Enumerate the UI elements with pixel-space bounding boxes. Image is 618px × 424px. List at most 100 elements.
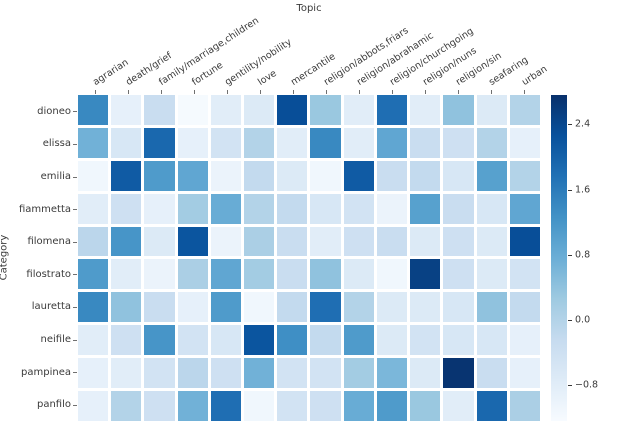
- heatmap-cell: [244, 193, 275, 224]
- heatmap-cell: [78, 226, 109, 257]
- x-tick-mark: [424, 90, 426, 94]
- heatmap-cell: [144, 193, 175, 224]
- heatmap-cell: [376, 325, 408, 356]
- y-tick-label: pampinea: [21, 366, 71, 378]
- heatmap-cell: [244, 95, 275, 125]
- heatmap-cell: [144, 259, 175, 290]
- y-tick-label: dioneo: [37, 105, 71, 117]
- heatmap-cell: [144, 391, 175, 421]
- heatmap-cell: [210, 358, 242, 389]
- heatmap-cell: [376, 160, 408, 191]
- heatmap-cell: [277, 358, 308, 389]
- heatmap-cell: [476, 292, 507, 323]
- heatmap-cell: [210, 391, 242, 421]
- heatmap-cell: [410, 226, 441, 257]
- heatmap-cell: [376, 259, 408, 290]
- y-tick-mark: [73, 176, 77, 178]
- colorbar-tick-mark: [568, 124, 572, 126]
- colorbar-tick-mark: [568, 319, 572, 321]
- heatmap-cell: [144, 358, 175, 389]
- heatmap-cell: [144, 226, 175, 257]
- colorbar-tick-label: 0.8: [575, 249, 591, 261]
- heatmap-cell: [476, 193, 507, 224]
- heatmap-cell: [343, 127, 374, 158]
- heatmap-cell: [509, 292, 540, 323]
- x-tick-mark: [226, 90, 228, 94]
- heatmap-cell: [78, 358, 109, 389]
- heatmap-cell: [343, 95, 374, 125]
- heatmap-cell: [410, 259, 441, 290]
- heatmap-cell: [410, 391, 441, 421]
- heatmap-cell: [410, 127, 441, 158]
- heatmap-cell: [443, 292, 474, 323]
- heatmap-cell: [277, 325, 308, 356]
- heatmap-cell: [376, 127, 408, 158]
- heatmap-cell: [310, 325, 341, 356]
- heatmap-cell: [78, 325, 109, 356]
- y-tick-mark: [73, 306, 77, 308]
- y-tick-label: panfilo: [36, 399, 71, 411]
- heatmap-cell: [111, 391, 142, 421]
- heatmap-cell: [177, 259, 208, 290]
- heatmap-cell: [310, 95, 341, 125]
- y-tick-mark: [73, 241, 77, 243]
- heatmap-cell: [343, 160, 374, 191]
- heatmap-cell: [111, 292, 142, 323]
- heatmap-cell: [78, 127, 109, 158]
- heatmap-cell: [343, 325, 374, 356]
- heatmap-cell: [78, 160, 109, 191]
- heatmap-cell: [376, 226, 408, 257]
- heatmap-cell: [310, 160, 341, 191]
- heatmap-cell: [177, 127, 208, 158]
- heatmap-cell: [509, 226, 540, 257]
- heatmap-cell: [78, 391, 109, 421]
- heatmap-cell: [310, 226, 341, 257]
- heatmap-cell: [78, 292, 109, 323]
- heatmap-cell: [410, 95, 441, 125]
- heatmap-cell: [210, 259, 242, 290]
- heatmap-cell: [509, 259, 540, 290]
- heatmap-cell: [78, 259, 109, 290]
- heatmap-cell: [343, 193, 374, 224]
- x-tick-label: love: [255, 67, 279, 88]
- heatmap-cell: [343, 259, 374, 290]
- heatmap-cell: [509, 325, 540, 356]
- heatmap-cell: [443, 358, 474, 389]
- x-tick-mark: [457, 90, 459, 94]
- heatmap-cell: [111, 127, 142, 158]
- heatmap-cell: [277, 259, 308, 290]
- y-tick-mark: [73, 372, 77, 374]
- x-tick-mark: [259, 90, 261, 94]
- heatmap-cell: [410, 325, 441, 356]
- colorbar-tick-label: 0.0: [575, 314, 591, 326]
- x-tick-mark: [292, 90, 294, 94]
- heatmap-cell: [78, 193, 109, 224]
- heatmap-cell: [277, 391, 308, 421]
- x-tick-mark: [94, 90, 96, 94]
- heatmap-cell: [509, 193, 540, 224]
- heatmap-cell: [376, 292, 408, 323]
- x-axis-title: Topic: [296, 3, 322, 14]
- y-tick-label: fiammetta: [18, 203, 71, 215]
- heatmap-cell: [443, 391, 474, 421]
- heatmap-cell: [111, 358, 142, 389]
- heatmap-cell: [144, 292, 175, 323]
- heatmap-cell: [277, 127, 308, 158]
- heatmap-cell: [277, 95, 308, 125]
- heatmap-cell: [111, 325, 142, 356]
- heatmap-cell: [476, 226, 507, 257]
- heatmap-cell: [177, 391, 208, 421]
- heatmap-cell: [210, 95, 242, 125]
- heatmap-cell: [78, 95, 109, 125]
- heatmap-cell: [177, 95, 208, 125]
- heatmap-cell: [111, 95, 142, 125]
- x-tick-mark: [523, 90, 525, 94]
- y-tick-label: neifile: [40, 333, 72, 345]
- heatmap-cell: [244, 226, 275, 257]
- colorbar-tick-mark: [568, 385, 572, 387]
- heatmap-cell: [244, 160, 275, 191]
- heatmap-cell: [144, 95, 175, 125]
- heatmap-cell: [177, 193, 208, 224]
- heatmap-cell: [343, 391, 374, 421]
- heatmap-cell: [244, 127, 275, 158]
